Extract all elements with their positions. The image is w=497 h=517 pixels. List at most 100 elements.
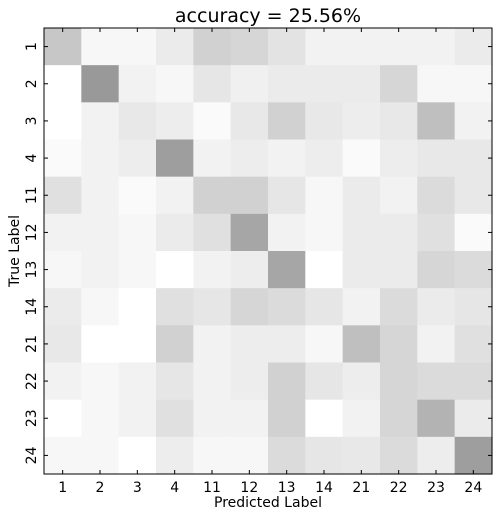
heatmap-cell — [380, 288, 418, 326]
heatmap-cell — [454, 251, 493, 289]
heatmap-cell — [380, 65, 418, 103]
heatmap-cell — [380, 139, 418, 178]
heatmap-cell — [268, 176, 306, 215]
heatmap-cell — [305, 399, 344, 438]
heatmap-cells — [44, 28, 493, 475]
heatmap-cell — [342, 251, 381, 289]
heatmap-cell — [44, 102, 82, 141]
heatmap-cell — [342, 28, 381, 66]
heatmap-cell — [193, 288, 232, 326]
heatmap-cell — [380, 436, 418, 475]
heatmap-cell — [81, 362, 120, 401]
y-tick-label: 24 — [24, 446, 40, 464]
x-tick-label: 12 — [240, 480, 258, 496]
heatmap-cell — [81, 139, 120, 178]
heatmap-cell — [230, 362, 269, 401]
heatmap-cell — [81, 28, 120, 66]
heatmap-cell — [268, 65, 306, 103]
heatmap-cell — [268, 102, 306, 141]
heatmap-cell — [193, 28, 232, 66]
y-tick-label: 12 — [24, 224, 40, 242]
heatmap-cell — [380, 28, 418, 66]
heatmap-cell — [118, 399, 157, 438]
x-tick-label: 2 — [96, 480, 105, 496]
heatmap-cell — [81, 325, 120, 364]
heatmap-cell — [230, 436, 269, 475]
heatmap-cell — [342, 102, 381, 141]
x-tick-label: 4 — [170, 480, 179, 496]
heatmap-cell — [417, 399, 456, 438]
heatmap-cell — [230, 288, 269, 326]
heatmap-cell — [454, 325, 493, 364]
heatmap-cell — [454, 362, 493, 401]
y-tick-label: 23 — [24, 409, 40, 427]
x-axis-ticks: 1 2 3 4 11 12 13 14 21 22 23 24 — [58, 28, 482, 496]
heatmap-cell — [380, 399, 418, 438]
x-tick-label: 14 — [315, 480, 333, 496]
heatmap-cell — [81, 399, 120, 438]
heatmap-cell — [156, 251, 194, 289]
heatmap-cell — [193, 436, 232, 475]
heatmap-cell — [342, 213, 381, 252]
heatmap-cell — [118, 65, 157, 103]
heatmap-cell — [230, 325, 269, 364]
y-tick-label: 1 — [24, 42, 40, 51]
x-axis-title: Predicted Label — [214, 495, 322, 511]
heatmap-cell — [305, 65, 344, 103]
heatmap-cell — [305, 102, 344, 141]
x-tick-label: 24 — [464, 480, 482, 496]
heatmap-cell — [268, 288, 306, 326]
heatmap-cell — [454, 102, 493, 141]
heatmap-cell — [230, 28, 269, 66]
heatmap-cell — [454, 176, 493, 215]
heatmap-cell — [268, 139, 306, 178]
heatmap-cell — [193, 251, 232, 289]
heatmap-cell — [156, 399, 194, 438]
heatmap-cell — [118, 288, 157, 326]
heatmap-cell — [81, 436, 120, 475]
heatmap-cell — [268, 213, 306, 252]
heatmap-cell — [380, 102, 418, 141]
heatmap-cell — [268, 325, 306, 364]
heatmap-cell — [417, 362, 456, 401]
heatmap-cell — [156, 28, 194, 66]
heatmap-cell — [156, 213, 194, 252]
heatmap-cell — [305, 362, 344, 401]
heatmap-cell — [118, 139, 157, 178]
heatmap-cell — [417, 139, 456, 178]
heatmap-cell — [417, 176, 456, 215]
heatmap-cell — [380, 362, 418, 401]
y-axis-title: True Label — [7, 215, 23, 288]
heatmap-cell — [454, 139, 493, 178]
y-tick-label: 2 — [24, 79, 40, 88]
y-tick-label: 21 — [24, 335, 40, 353]
x-tick-label: 21 — [352, 480, 370, 496]
heatmap-cell — [417, 65, 456, 103]
chart-title: accuracy = 25.56% — [175, 5, 361, 27]
heatmap-cell — [44, 28, 82, 66]
heatmap-cell — [454, 213, 493, 252]
heatmap-cell — [380, 176, 418, 215]
heatmap-cell — [156, 325, 194, 364]
heatmap-cell — [193, 139, 232, 178]
heatmap-cell — [342, 325, 381, 364]
heatmap-cell — [417, 325, 456, 364]
heatmap-cell — [305, 28, 344, 66]
heatmap-cell — [44, 399, 82, 438]
x-tick-label: 3 — [133, 480, 142, 496]
heatmap-cell — [156, 288, 194, 326]
heatmap-cell — [118, 28, 157, 66]
heatmap-cell — [454, 399, 493, 438]
heatmap-cell — [454, 436, 493, 475]
heatmap-cell — [268, 436, 306, 475]
heatmap-cell — [454, 28, 493, 66]
heatmap-cell — [342, 399, 381, 438]
heatmap-cell — [156, 176, 194, 215]
heatmap-cell — [380, 325, 418, 364]
heatmap-cell — [230, 139, 269, 178]
heatmap-cell — [380, 213, 418, 252]
heatmap-cell — [454, 65, 493, 103]
heatmap-cell — [118, 213, 157, 252]
heatmap-cell — [156, 102, 194, 141]
